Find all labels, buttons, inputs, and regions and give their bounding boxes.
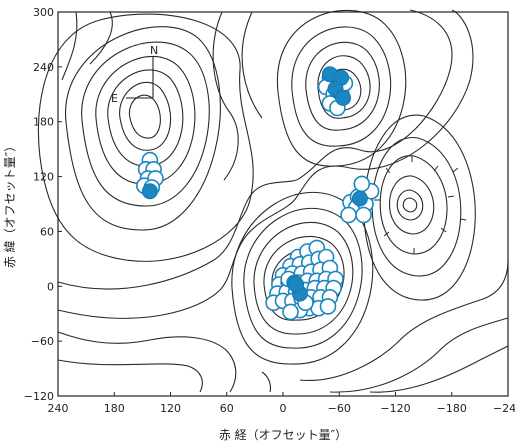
y-tick-label: −120 — [24, 390, 54, 403]
filled-circle-markers — [141, 66, 368, 302]
filled-circle-marker — [351, 190, 368, 207]
y-tick-label: 180 — [33, 116, 54, 129]
open-circle-marker — [353, 175, 371, 193]
x-tick-label: 120 — [160, 402, 181, 415]
contour-lines — [37, 9, 509, 393]
y-tick-label: 300 — [33, 6, 54, 19]
y-tick-label: 60 — [40, 225, 54, 238]
axis-ticks: 240 180 120 60 0 −60 −120 −180 −240 −120 −60 0 60 120… — [24, 6, 515, 415]
filled-circle-marker — [335, 89, 351, 106]
filled-circle-marker — [141, 183, 158, 200]
open-circle-marker — [355, 206, 372, 224]
x-tick-label: 180 — [104, 402, 125, 415]
open-circle-marker — [340, 206, 357, 224]
open-circle-marker — [282, 303, 299, 321]
open-circle-markers — [136, 69, 380, 321]
filled-circle-marker — [288, 276, 305, 293]
x-tick-label: −60 — [328, 402, 351, 415]
y-tick-label: 0 — [47, 280, 54, 293]
x-tick-label: 0 — [280, 402, 287, 415]
y-axis-label: 赤 緯（オフセット量″） — [2, 140, 17, 268]
y-tick-label: 240 — [33, 61, 54, 74]
compass-east: E — [111, 92, 118, 105]
x-tick-label: −120 — [380, 402, 410, 415]
compass: N E — [111, 44, 158, 105]
y-tick-label: −60 — [31, 335, 54, 348]
open-circle-marker — [319, 298, 337, 315]
x-tick-label: 60 — [220, 402, 234, 415]
x-tick-label: −240 — [493, 402, 515, 415]
x-axis-label: 赤 経（オフセット量″） — [219, 428, 347, 442]
compass-north: N — [150, 44, 158, 57]
y-tick-label: 120 — [33, 171, 54, 184]
x-tick-label: −180 — [437, 402, 467, 415]
x-tick-label: 240 — [48, 402, 69, 415]
plot-frame — [57, 11, 509, 397]
